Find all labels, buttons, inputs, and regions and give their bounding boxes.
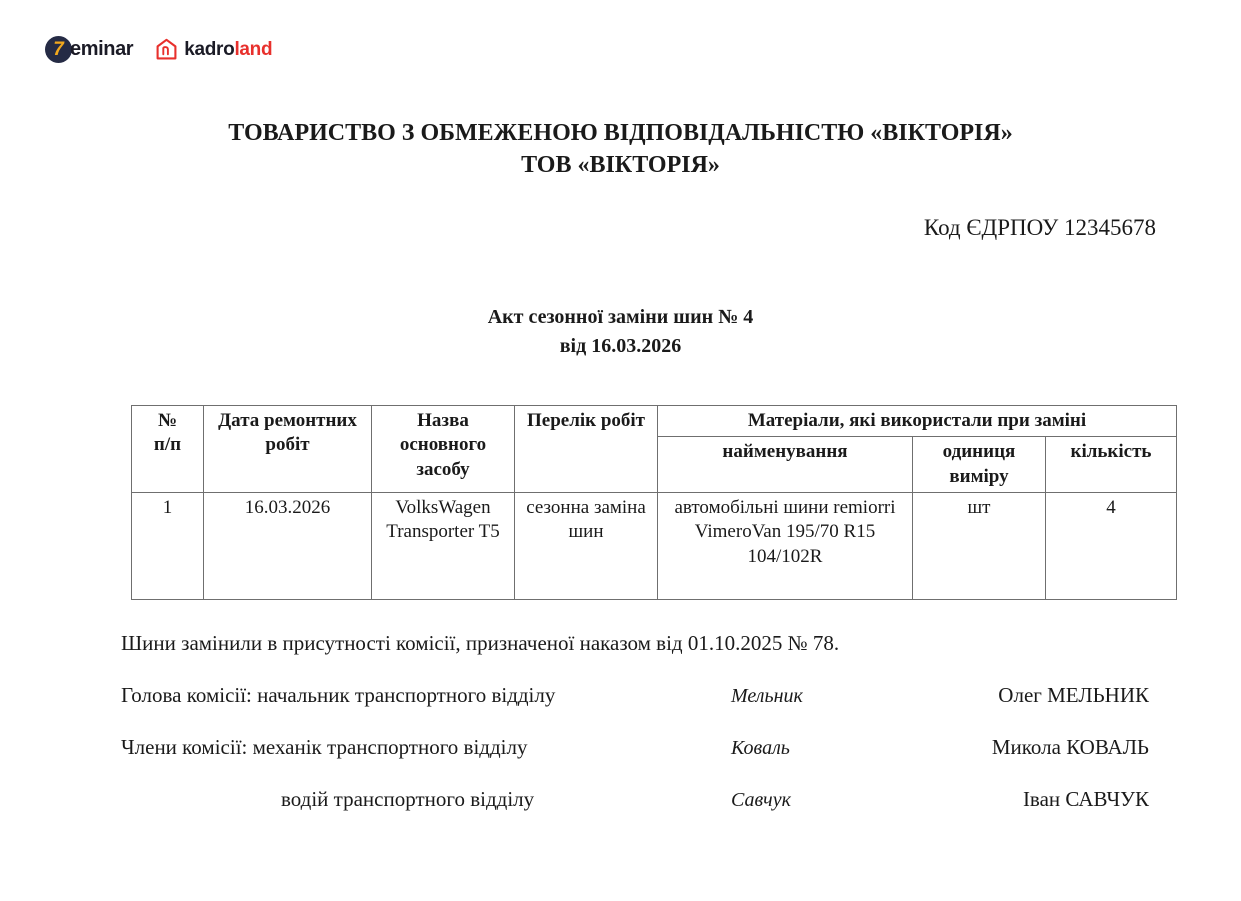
kadroland-wordmark-accent: land: [234, 38, 273, 60]
seven-badge-icon: 7: [45, 36, 72, 63]
signature-row-chairman: Голова комісії: начальник транспортного …: [121, 683, 1181, 708]
kadroland-wordmark-dark: kadro: [184, 38, 235, 60]
signature-role-member-1: Члени комісії: механік транспортного від…: [121, 735, 528, 760]
signature-name-member-1: Микола КОВАЛЬ: [991, 735, 1149, 760]
organization-title: ТОВАРИСТВО З ОБМЕЖЕНОЮ ВІДПОВІДАЛЬНІСТЮ …: [0, 118, 1241, 181]
signature-role-member-2: водій транспортного відділу: [121, 787, 731, 812]
house-n-icon: [155, 38, 178, 61]
brand-logo-bar: 7 eminar kadro land: [45, 36, 273, 63]
table-row: 1 16.03.2026 VolksWagen Transporter T5 с…: [131, 492, 1177, 601]
table-header-row-1: № п/п Дата ремонтних робіт Назва основно…: [131, 405, 1177, 494]
seminar-wordmark: eminar: [70, 38, 134, 60]
signature-mark-member-2: Савчук: [731, 789, 791, 812]
act-title-line2: від 16.03.2026: [559, 334, 682, 357]
cell-np: 1: [131, 492, 204, 601]
document-body: ТОВАРИСТВО З ОБМЕЖЕНОЮ ВІДПОВІДАЛЬНІСТЮ …: [0, 118, 1241, 812]
header-cell-material-qty: кількість: [1045, 436, 1177, 494]
act-table: № п/п Дата ремонтних робіт Назва основно…: [131, 405, 1177, 601]
signature-name-chairman: Олег МЕЛЬНИК: [998, 683, 1149, 708]
signature-name-member-2: Іван САВЧУК: [1022, 787, 1149, 812]
header-cell-works: Перелік робіт: [514, 405, 658, 494]
commission-note: Шини замінили в присутності комісії, при…: [121, 631, 840, 656]
header-cell-asset: Назва основного засобу: [371, 405, 515, 494]
header-cell-material-name: найменування: [657, 436, 913, 494]
organization-title-line2: ТОВ «ВІКТОРІЯ»: [521, 151, 720, 178]
cell-date: 16.03.2026: [203, 492, 372, 601]
cell-works: сезонна заміна шин: [514, 492, 658, 601]
cell-asset: VolksWagen Transporter T5: [371, 492, 515, 601]
signature-mark-chairman: Мельник: [731, 685, 803, 708]
signatures-block: Голова комісії: начальник транспортного …: [0, 683, 1241, 812]
header-cell-date: Дата ремонтних робіт: [203, 405, 372, 494]
table-header-row-2: найменування одиниця виміру кількість: [132, 436, 1177, 494]
act-title-line1: Акт сезонної заміни шин № 4: [487, 306, 754, 329]
act-table-wrapper: № п/п Дата ремонтних робіт Назва основно…: [0, 405, 1241, 601]
seminar-logo[interactable]: 7 eminar: [45, 36, 134, 63]
header-np-line2: п/п: [153, 434, 182, 456]
signature-mark-member-1: Коваль: [731, 737, 790, 760]
kadroland-logo[interactable]: kadro land: [155, 38, 273, 61]
act-title: Акт сезонної заміни шин № 4 від 16.03.20…: [0, 303, 1241, 360]
header-cell-materials-group: Матеріали, які використали при заміні: [657, 405, 1177, 438]
organization-title-line1: ТОВАРИСТВО З ОБМЕЖЕНОЮ ВІДПОВІДАЛЬНІСТЮ …: [228, 120, 1013, 146]
signature-row-member-1: Члени комісії: механік транспортного від…: [121, 735, 1181, 760]
header-np-line1: №: [157, 410, 178, 432]
signature-role-chairman: Голова комісії: начальник транспортного …: [121, 683, 556, 708]
cell-material-name: автомобільні шини remiorri VimeroVan 195…: [657, 492, 913, 601]
header-cell-material-unit: одиниця виміру: [912, 436, 1046, 494]
cell-material-unit: шт: [912, 492, 1046, 601]
signature-row-member-2: водій транспортного відділу Савчук Іван …: [121, 787, 1181, 812]
cell-material-qty: 4: [1045, 492, 1177, 601]
signature-role-member-2-text: водій транспортного відділу: [281, 787, 535, 812]
edrpou-code: Код ЄДРПОУ 12345678: [923, 215, 1156, 241]
header-cell-np: № п/п: [131, 405, 204, 494]
